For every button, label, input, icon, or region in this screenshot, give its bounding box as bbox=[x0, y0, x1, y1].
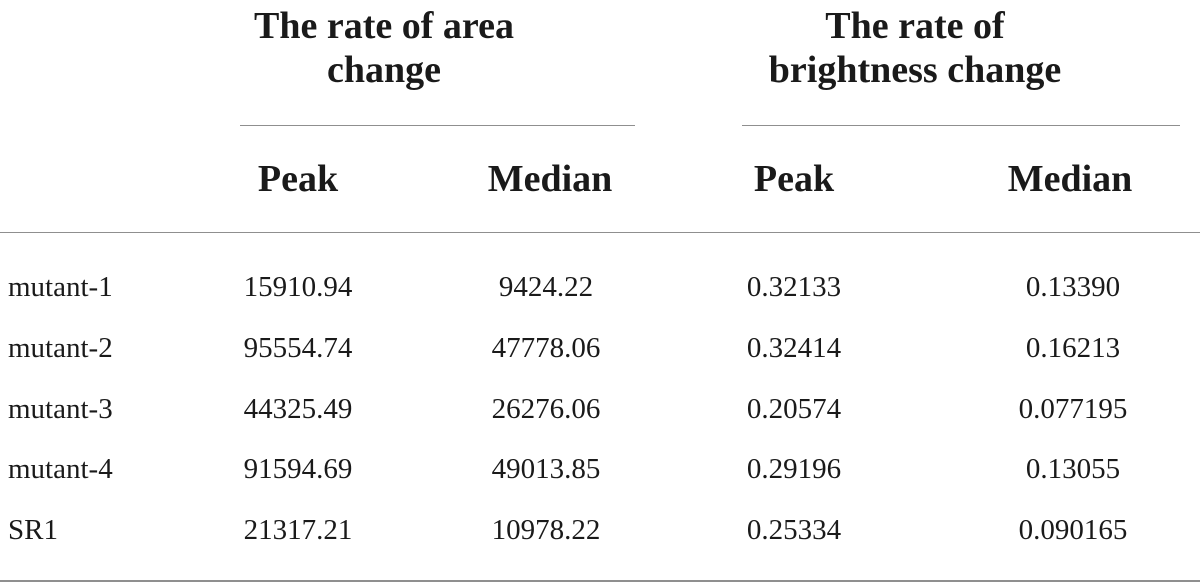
cell-brightness-peak: 0.25334 bbox=[746, 514, 842, 546]
column-header-area-median: Median bbox=[487, 158, 613, 200]
cell-brightness-median: 0.13055 bbox=[1025, 453, 1121, 485]
table-row: mutant-1 15910.94 9424.22 0.32133 0.1339… bbox=[0, 267, 1200, 307]
row-label: mutant-3 bbox=[8, 393, 113, 425]
cell-area-median: 26276.06 bbox=[491, 393, 601, 425]
cell-area-peak: 91594.69 bbox=[243, 453, 353, 485]
cell-area-peak: 21317.21 bbox=[243, 514, 353, 546]
table-row: mutant-2 95554.74 47778.06 0.32414 0.162… bbox=[0, 328, 1200, 368]
cell-area-peak: 44325.49 bbox=[243, 393, 353, 425]
cell-area-median: 10978.22 bbox=[491, 514, 601, 546]
cell-area-peak: 95554.74 bbox=[243, 332, 353, 364]
row-label: mutant-1 bbox=[8, 271, 113, 303]
cell-brightness-peak: 0.29196 bbox=[746, 453, 842, 485]
group-header-brightness-line1: The rate of bbox=[825, 5, 1005, 47]
cell-brightness-peak: 0.32414 bbox=[746, 332, 842, 364]
row-label: mutant-4 bbox=[8, 453, 113, 485]
cell-brightness-peak: 0.20574 bbox=[746, 393, 842, 425]
header-divider bbox=[0, 232, 1200, 233]
cell-area-median: 49013.85 bbox=[491, 453, 601, 485]
group-underline-brightness bbox=[742, 125, 1180, 126]
cell-brightness-median: 0.16213 bbox=[1025, 332, 1121, 364]
cell-brightness-peak: 0.32133 bbox=[746, 271, 842, 303]
column-header-brightness-peak: Peak bbox=[753, 158, 835, 200]
cell-brightness-median: 0.13390 bbox=[1025, 271, 1121, 303]
cell-brightness-median: 0.090165 bbox=[1018, 514, 1128, 546]
group-header-brightness-change: The rate of brightness change bbox=[740, 4, 1090, 92]
column-header-area-peak: Peak bbox=[257, 158, 339, 200]
group-header-brightness-line2: brightness change bbox=[768, 49, 1062, 91]
cell-area-median: 9424.22 bbox=[498, 271, 594, 303]
row-label: SR1 bbox=[8, 514, 58, 546]
column-header-brightness-median: Median bbox=[1007, 158, 1133, 200]
group-header-area-line2: change bbox=[327, 49, 441, 91]
cell-area-median: 47778.06 bbox=[491, 332, 601, 364]
cell-area-peak: 15910.94 bbox=[243, 271, 353, 303]
table-row: mutant-3 44325.49 26276.06 0.20574 0.077… bbox=[0, 389, 1200, 429]
table-row: SR1 21317.21 10978.22 0.25334 0.090165 bbox=[0, 510, 1200, 550]
group-header-area-line1: The rate of area bbox=[254, 5, 514, 47]
group-underline-area bbox=[240, 125, 635, 126]
group-header-area-change: The rate of area change bbox=[233, 4, 535, 92]
table-row: mutant-4 91594.69 49013.85 0.29196 0.130… bbox=[0, 449, 1200, 489]
table-bottom-rule bbox=[0, 580, 1200, 582]
cell-brightness-median: 0.077195 bbox=[1018, 393, 1128, 425]
row-label: mutant-2 bbox=[8, 332, 113, 364]
